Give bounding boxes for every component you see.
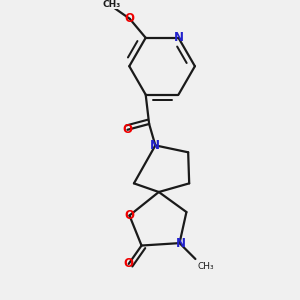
Text: O: O (124, 209, 134, 222)
Text: N: N (150, 139, 160, 152)
Text: CH₃: CH₃ (197, 262, 214, 271)
Text: N: N (176, 237, 186, 250)
Text: O: O (124, 257, 134, 270)
Text: CH₃: CH₃ (102, 0, 120, 9)
Text: O: O (125, 12, 135, 25)
Text: O: O (122, 123, 133, 136)
Text: N: N (173, 31, 184, 44)
